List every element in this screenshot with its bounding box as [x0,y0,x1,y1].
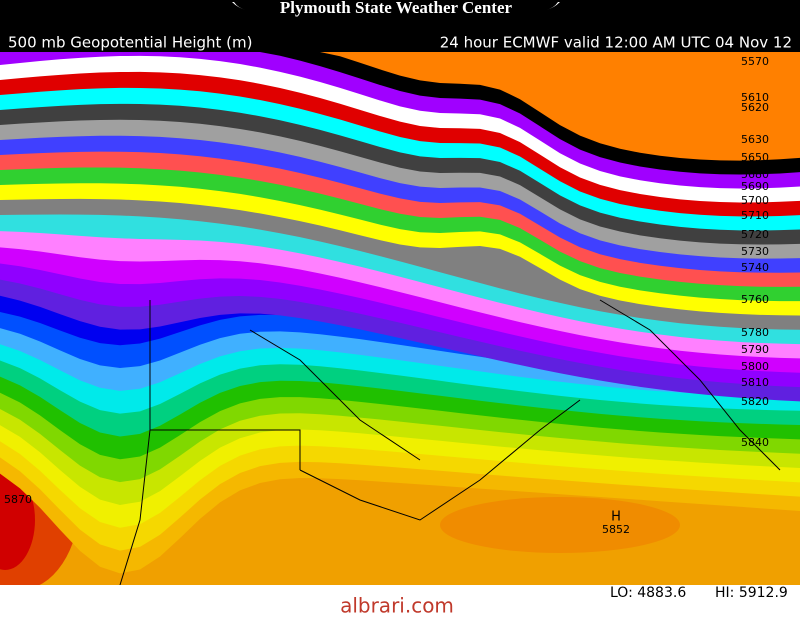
contour-label: 5710 [741,209,769,222]
contour-label: 5780 [741,326,769,339]
contour-label: 5800 [741,360,769,373]
contour-label: 5760 [741,293,769,306]
low-value: LO: 4883.6 [610,585,686,601]
high-marker: H [611,510,621,525]
border-lines [119,299,781,586]
contour-label: 5820 [741,395,769,408]
contour-label: 5690 [741,180,769,193]
contour-label: 5840 [741,436,769,449]
high-center-value: 5852 [602,523,630,536]
high-value: HI: 5912.9 [715,585,788,601]
band [440,497,680,553]
title: Plymouth State Weather Center [280,0,513,17]
contour-label: 5810 [741,376,769,389]
contour-label: 5570 [741,55,769,68]
watermark: albrari.com [340,594,454,618]
borders [119,299,781,586]
contour-label: 5620 [741,101,769,114]
footer-bar [0,585,800,618]
contour-label: 5630 [741,133,769,146]
band [0,52,800,161]
contour-label: 5870 [4,493,32,506]
contour-label: 5730 [741,245,769,258]
contour-label: 5700 [741,194,769,207]
logo-right [546,2,560,10]
contour-label: 5790 [741,343,769,356]
valid-time: 24 hour ECMWF valid 12:00 AM UTC 04 Nov … [440,34,792,52]
height-bands [0,52,800,590]
contour-label: 5740 [741,261,769,274]
variable-label: 500 mb Geopotential Height (m) [8,34,253,52]
contour-label: 5720 [741,228,769,241]
band [0,470,35,570]
contour-label: 5650 [741,151,769,164]
contour-label: 5610 [741,91,769,104]
contour-label: 5680 [741,168,769,181]
logo-left [232,2,246,10]
